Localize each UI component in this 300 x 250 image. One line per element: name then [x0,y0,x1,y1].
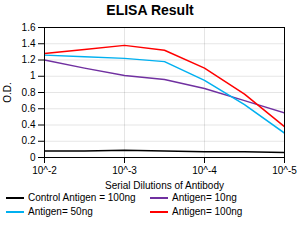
html-text:ELISA Result: ELISA Result [106,2,194,18]
svg-text:10^-3: 10^-3 [112,165,137,176]
svg-text:1: 1 [30,70,36,81]
svg-text:1.6: 1.6 [22,22,36,33]
html-text:Antigen= 50ng: Antigen= 50ng [28,206,93,217]
svg-text:0: 0 [30,152,36,163]
svg-text:1.4: 1.4 [22,38,36,49]
svg-text:1.2: 1.2 [22,54,36,65]
svg-text:0.8: 0.8 [22,87,36,98]
svg-text:10^-4: 10^-4 [192,165,217,176]
svg-text:0.4: 0.4 [22,119,36,130]
svg-text:0.2: 0.2 [22,135,36,146]
svg-text:O.D.: O.D. [2,82,13,103]
html-text:Antigen= 10ng: Antigen= 10ng [172,192,237,203]
svg-text:10^-5: 10^-5 [272,165,297,176]
svg-text:Serial Dilutions of Antibody: Serial Dilutions of Antibody [105,180,224,191]
svg-text:0.6: 0.6 [22,103,36,114]
html-text:Antigen= 100ng: Antigen= 100ng [172,206,243,217]
svg-text:10^-2: 10^-2 [32,165,57,176]
html-text:Control Antigen = 100ng: Control Antigen = 100ng [28,192,136,203]
